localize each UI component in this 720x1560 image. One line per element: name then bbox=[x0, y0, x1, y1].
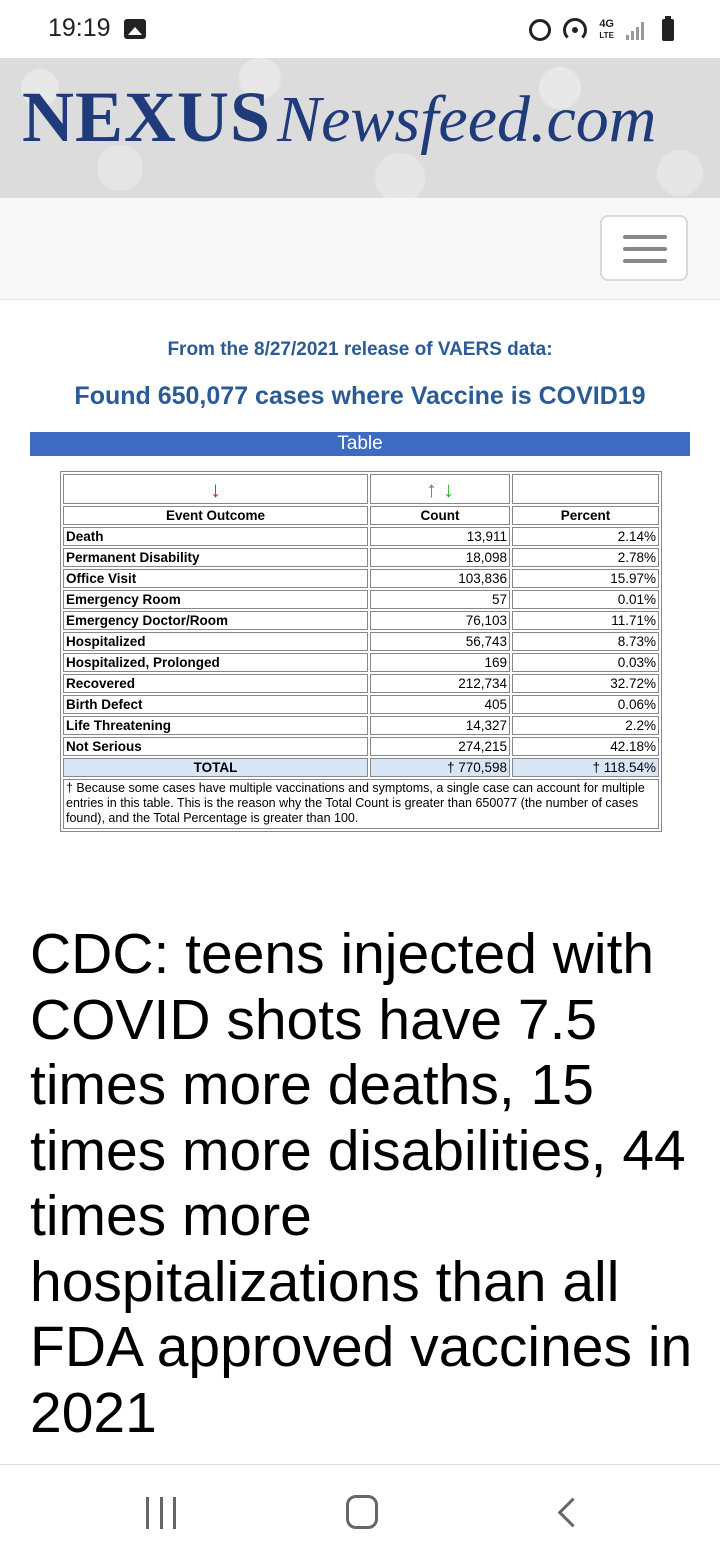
sort-down-arrow-icon[interactable]: ↓ bbox=[210, 476, 221, 502]
logo-newsfeed-text: Newsfeed.com bbox=[277, 83, 657, 156]
row-percent: 42.18% bbox=[512, 737, 659, 756]
table-row: Hospitalized, Prolonged 169 0.03% bbox=[63, 653, 659, 672]
sort-arrow-row: ↓ ↑ ↓ bbox=[63, 474, 659, 504]
sort-up-arrow-icon[interactable]: ↑ bbox=[425, 476, 437, 502]
row-outcome: Birth Defect bbox=[63, 695, 368, 714]
row-outcome: Emergency Doctor/Room bbox=[63, 611, 368, 630]
table-header-row: Event Outcome Count Percent bbox=[63, 506, 659, 525]
table-row: Office Visit 103,836 15.97% bbox=[63, 569, 659, 588]
table-row: Birth Defect 405 0.06% bbox=[63, 695, 659, 714]
row-percent: 32.72% bbox=[512, 674, 659, 693]
hamburger-line bbox=[623, 247, 667, 251]
signal-strength-icon bbox=[626, 20, 650, 40]
row-count: 103,836 bbox=[370, 569, 510, 588]
total-count: † 770,598 bbox=[370, 758, 510, 777]
hamburger-line bbox=[623, 235, 667, 239]
row-count: 212,734 bbox=[370, 674, 510, 693]
hamburger-line bbox=[623, 259, 667, 263]
row-outcome: Emergency Room bbox=[63, 590, 368, 609]
status-bar: 19:19 4G LTE bbox=[0, 0, 720, 58]
row-percent: 15.97% bbox=[512, 569, 659, 588]
row-outcome: Hospitalized bbox=[63, 632, 368, 651]
vaers-data-table: ↓ ↑ ↓ Event Outcome Count Percent Death 1… bbox=[61, 472, 661, 779]
hamburger-menu-button[interactable] bbox=[600, 215, 688, 281]
network-subtype: LTE bbox=[599, 31, 614, 40]
row-percent: 8.73% bbox=[512, 632, 659, 651]
site-banner[interactable]: NEXUS Newsfeed.com bbox=[0, 58, 720, 198]
sort-down-arrow-icon[interactable]: ↓ bbox=[443, 476, 455, 502]
table-row: Hospitalized 56,743 8.73% bbox=[63, 632, 659, 651]
row-outcome: Hospitalized, Prolonged bbox=[63, 653, 368, 672]
row-count: 274,215 bbox=[370, 737, 510, 756]
recents-icon[interactable] bbox=[146, 1497, 176, 1529]
table-header-bar: Table bbox=[30, 432, 690, 456]
status-time: 19:19 bbox=[48, 14, 111, 42]
system-navigation-bar bbox=[0, 1464, 720, 1560]
found-cases-line: Found 650,077 cases where Vaccine is COV… bbox=[74, 382, 646, 410]
logo-nexus-text: NEXUS bbox=[22, 77, 272, 157]
header-percent: Percent bbox=[512, 506, 659, 525]
table-row: Emergency Room 57 0.01% bbox=[63, 590, 659, 609]
network-type-icon: 4G LTE bbox=[599, 19, 614, 41]
status-icons: 4G LTE bbox=[529, 16, 674, 44]
release-line: From the 8/27/2021 release of VAERS data… bbox=[167, 339, 553, 360]
home-icon[interactable] bbox=[346, 1495, 378, 1529]
sort-count-cell: ↑ ↓ bbox=[370, 474, 510, 504]
row-count: 57 bbox=[370, 590, 510, 609]
header-count: Count bbox=[370, 506, 510, 525]
row-percent: 2.78% bbox=[512, 548, 659, 567]
table-row: Recovered 212,734 32.72% bbox=[63, 674, 659, 693]
network-type: 4G bbox=[599, 18, 614, 30]
row-percent: 0.06% bbox=[512, 695, 659, 714]
row-outcome: Permanent Disability bbox=[63, 548, 368, 567]
battery-icon bbox=[662, 16, 674, 41]
hotspot-icon bbox=[563, 18, 588, 42]
table-row: Death 13,911 2.14% bbox=[63, 527, 659, 546]
row-outcome: Life Threatening bbox=[63, 716, 368, 735]
row-count: 56,743 bbox=[370, 632, 510, 651]
table-row: Not Serious 274,215 42.18% bbox=[63, 737, 659, 756]
row-count: 76,103 bbox=[370, 611, 510, 630]
row-count: 14,327 bbox=[370, 716, 510, 735]
article-headline[interactable]: CDC: teens injected with COVID shots hav… bbox=[30, 922, 693, 1445]
header-event-outcome: Event Outcome bbox=[63, 506, 368, 525]
row-count: 13,911 bbox=[370, 527, 510, 546]
alarm-icon bbox=[529, 19, 552, 41]
row-outcome: Recovered bbox=[63, 674, 368, 693]
sort-outcome-cell: ↓ bbox=[63, 474, 368, 504]
total-label: TOTAL bbox=[63, 758, 368, 777]
table-footnote: † Because some cases have multiple vacci… bbox=[63, 779, 659, 829]
navbar bbox=[0, 198, 720, 300]
table-row: Life Threatening 14,327 2.2% bbox=[63, 716, 659, 735]
row-count: 18,098 bbox=[370, 548, 510, 567]
back-icon[interactable] bbox=[556, 1497, 576, 1529]
image-notification-icon bbox=[124, 19, 146, 39]
sort-percent-cell bbox=[512, 474, 659, 504]
row-percent: 11.71% bbox=[512, 611, 659, 630]
row-outcome: Not Serious bbox=[63, 737, 368, 756]
row-count: 405 bbox=[370, 695, 510, 714]
total-percent: † 118.54% bbox=[512, 758, 659, 777]
table-body: Death 13,911 2.14% Permanent Disability 18,0… bbox=[63, 527, 659, 756]
row-outcome: Office Visit bbox=[63, 569, 368, 588]
row-percent: 0.01% bbox=[512, 590, 659, 609]
table-row: Permanent Disability 18,098 2.78% bbox=[63, 548, 659, 567]
row-percent: 2.14% bbox=[512, 527, 659, 546]
site-logo[interactable]: NEXUS Newsfeed.com bbox=[22, 76, 656, 159]
row-outcome: Death bbox=[63, 527, 368, 546]
row-percent: 2.2% bbox=[512, 716, 659, 735]
table-row: Emergency Doctor/Room 76,103 11.71% bbox=[63, 611, 659, 630]
vaers-table: ↓ ↑ ↓ Event Outcome Count Percent Death 1… bbox=[60, 471, 662, 832]
row-count: 169 bbox=[370, 653, 510, 672]
row-percent: 0.03% bbox=[512, 653, 659, 672]
total-row: TOTAL † 770,598 † 118.54% bbox=[63, 758, 659, 777]
